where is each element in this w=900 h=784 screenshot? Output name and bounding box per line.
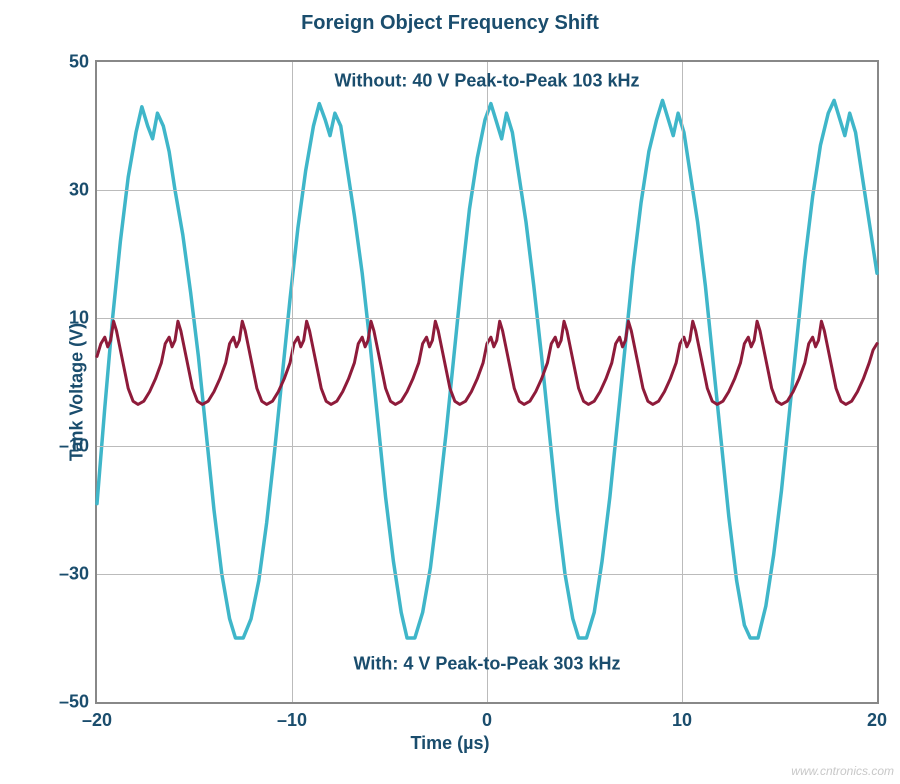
x-tick: 10 [672,710,692,731]
y-tick: 50 [69,52,89,73]
y-tick: 10 [69,308,89,329]
plot-area: –20–1001020–50–30–10103050Without: 40 V … [95,60,879,704]
annotation: With: 4 V Peak-to-Peak 303 kHz [354,653,621,674]
x-tick: –20 [82,710,112,731]
gridline-h [97,318,877,319]
y-tick: –10 [59,436,89,457]
chart-title: Foreign Object Frequency Shift [0,12,900,35]
gridline-h [97,190,877,191]
gridline-v [682,62,683,702]
gridline-h [97,446,877,447]
gridline-h [97,574,877,575]
chart-container: Foreign Object Frequency Shift Tank Volt… [0,0,900,784]
gridline-v [487,62,488,702]
gridline-v [292,62,293,702]
y-tick: –30 [59,564,89,585]
x-tick: –10 [277,710,307,731]
y-tick: –50 [59,692,89,713]
annotation: Without: 40 V Peak-to-Peak 103 kHz [335,71,640,92]
watermark: www.cntronics.com [791,764,894,778]
y-tick: 30 [69,180,89,201]
x-tick: 0 [482,710,492,731]
x-tick: 20 [867,710,887,731]
x-axis-label: Time (µs) [0,733,900,754]
